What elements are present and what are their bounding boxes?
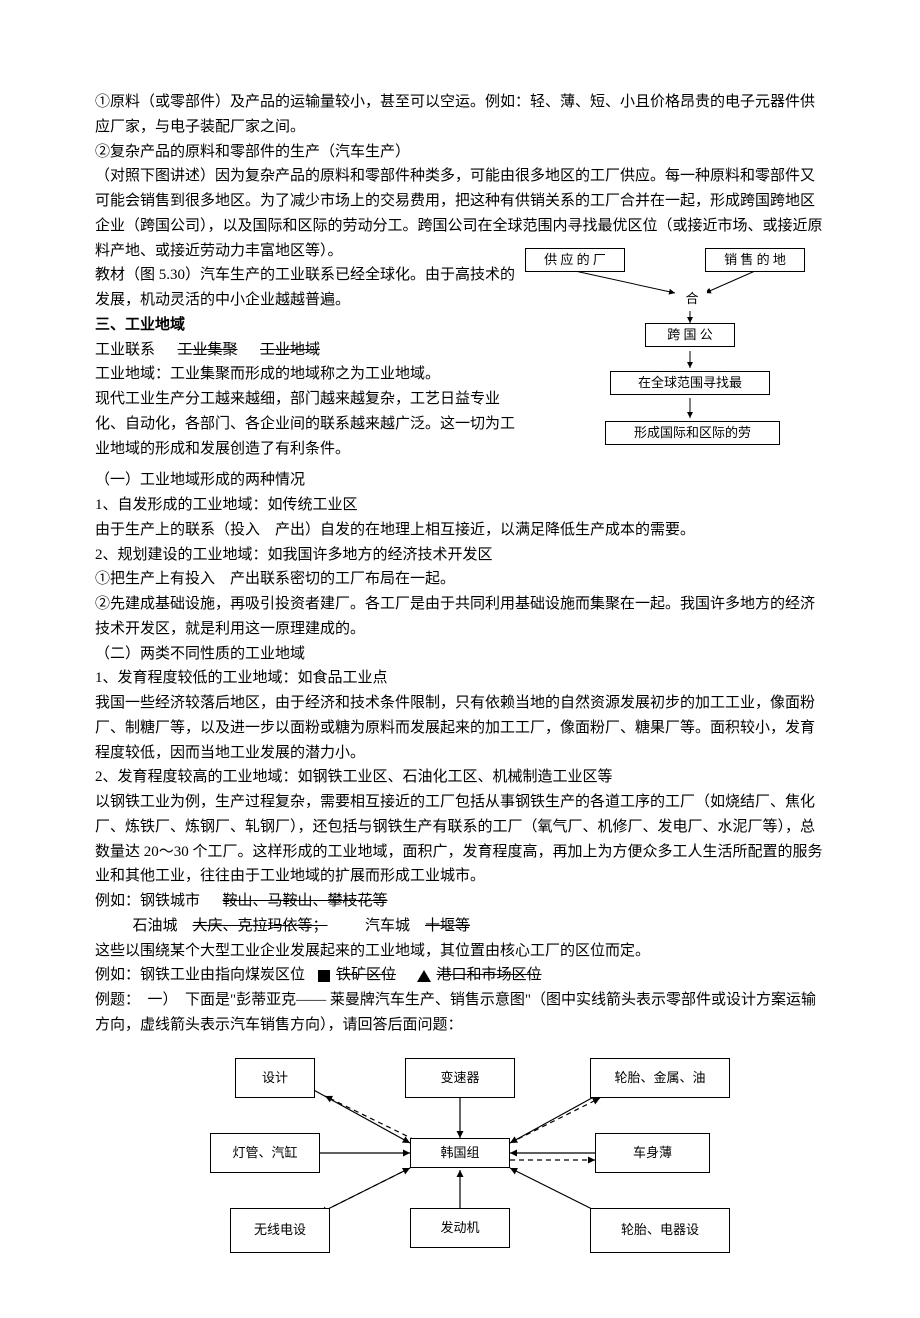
para-2: ②复杂产品的原料和零部件的生产（汽车生产）: [95, 140, 825, 165]
ex2d: 十堰等: [425, 918, 470, 934]
para-10: 2、规划建设的工业地域：如我国许多地方的经济技术开发区: [95, 543, 825, 568]
car-box-tire-elec: 轮胎、电器设: [590, 1208, 730, 1253]
para-17: 以钢铁工业为例，生产过程复杂，需要相互接近的工厂包括从事钢铁生产的各道工序的工厂…: [95, 790, 825, 889]
car-box-tire-metal: 轮胎、金属、油: [590, 1058, 730, 1098]
p19a: 例如：钢铁工业由指向煤炭区位: [95, 967, 305, 983]
car-box-design: 设计: [235, 1058, 315, 1098]
ex1b: 鞍山、马鞍山、攀枝花等: [223, 893, 388, 909]
car-box-lamp: 灯管、汽缸: [210, 1133, 320, 1173]
car-diagram: 设计 变速器 轮胎、金属、油 灯管、汽缸 韩国组 车身薄 无线电设 发动机 轮胎…: [180, 1048, 740, 1258]
para-9a: 由于生产上的联系（投入: [95, 522, 260, 538]
para-16: 2、发育程度较高的工业地域：如钢铁工业区、石油化工区、机械制造工业区等: [95, 765, 825, 790]
chain-1: 工业联系: [95, 342, 155, 358]
square-icon: [318, 970, 330, 982]
para-12: ②先建成基础设施，再吸引投资者建厂。各工厂是由于共同利用基础设施而集聚在一起。我…: [95, 592, 825, 642]
flowchart-multinational: 供 应 的 厂 销 售 的 地 合 跨 国 公 在全球范围寻找最 形成国际和区际…: [525, 243, 825, 463]
p19c: 港口和市场区位: [437, 967, 542, 983]
para-8: 1、自发形成的工业地域：如传统工业区: [95, 493, 825, 518]
chain-2: 工业集聚: [178, 342, 238, 358]
ex2a: 石油城: [133, 918, 178, 934]
para-11a: ①把生产上有投入: [95, 571, 215, 587]
para-15: 我国一些经济较落后地区，由于经济和技术条件限制，只有依赖当地的自然资源发展初步的…: [95, 691, 825, 765]
car-box-korea: 韩国组: [410, 1138, 510, 1168]
p20c: 下面是"彭蒂亚克—— 莱曼牌汽车生产、销售示意图"（图中实线箭头表示零部件或设计…: [95, 992, 816, 1033]
p20b: 一）: [148, 992, 178, 1008]
para-20: 例题： 一） 下面是"彭蒂亚克—— 莱曼牌汽车生产、销售示意图"（图中实线箭头表…: [95, 988, 825, 1038]
flow-box-division: 形成国际和区际的劳: [605, 421, 780, 445]
car-box-engine: 发动机: [410, 1208, 510, 1248]
car-box-radio: 无线电设: [230, 1208, 330, 1253]
para-11: ①把生产上有投入 产出联系密切的工厂布局在一起。: [95, 567, 825, 592]
para-18: 这些以围绕某个大型工业企业发展起来的工业地域，其位置由核心工厂的区位而定。: [95, 939, 825, 964]
para-9: 由于生产上的联系（投入 产出）自发的在地理上相互接近，以满足降低生产成本的需要。: [95, 518, 825, 543]
flow-box-supplier: 供 应 的 厂: [525, 248, 625, 272]
chain-3: 工业地域: [260, 342, 320, 358]
triangle-icon: [417, 970, 431, 982]
car-box-gearbox: 变速器: [405, 1058, 515, 1098]
para-11b: 产出联系密切的工厂布局在一起。: [230, 571, 455, 587]
example-oil: 石油城 大庆、克拉玛依等； 汽车城 十堰等: [95, 914, 825, 939]
para-1: ①原料（或零部件）及产品的运输量较小，甚至可以空运。例如：轻、薄、短、小且价格昂…: [95, 90, 825, 140]
flow-box-global: 在全球范围寻找最: [610, 371, 770, 395]
flow-box-market: 销 售 的 地: [705, 248, 805, 272]
flow-box-multinational: 跨 国 公: [645, 323, 735, 347]
p19b: 铁矿区位: [336, 967, 396, 983]
ex2c: 汽车城: [365, 918, 410, 934]
ex1a: 例如：钢铁城市: [95, 893, 200, 909]
flow-box-merge: 合: [677, 291, 707, 307]
ex2b: 大庆、克拉玛依等；: [193, 918, 328, 934]
car-box-body: 车身薄: [595, 1133, 710, 1173]
para-14: 1、发育程度较低的工业地域：如食品工业点: [95, 666, 825, 691]
para-9b: 产出）自发的在地理上相互接近，以满足降低生产成本的需要。: [275, 522, 695, 538]
example-steel: 例如：钢铁城市 鞍山、马鞍山、攀枝花等: [95, 889, 825, 914]
para-19: 例如：钢铁工业由指向煤炭区位 铁矿区位 港口和市场区位: [95, 963, 825, 988]
para-13: （二）两类不同性质的工业地域: [95, 642, 825, 667]
para-7: （一）工业地域形成的两种情况: [95, 468, 825, 493]
p20a: 例题：: [95, 992, 140, 1008]
